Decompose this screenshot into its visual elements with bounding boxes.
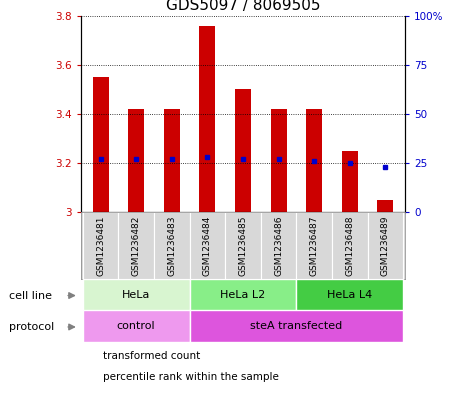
Bar	[189, 279, 297, 310]
Text: control: control	[117, 321, 156, 331]
Text: GSM1236489: GSM1236489	[381, 215, 390, 276]
Bar	[297, 279, 403, 310]
Bar	[306, 109, 322, 212]
Bar	[235, 90, 251, 212]
Bar	[261, 212, 297, 279]
Bar	[332, 212, 368, 279]
Bar	[342, 151, 358, 212]
Bar	[225, 212, 261, 279]
Text: cell line: cell line	[9, 290, 52, 301]
Text: GSM1236487: GSM1236487	[310, 215, 319, 276]
Text: HeLa L4: HeLa L4	[327, 290, 373, 300]
Bar	[270, 109, 287, 212]
Text: GSM1236488: GSM1236488	[345, 215, 354, 276]
Bar	[154, 212, 189, 279]
Title: GDS5097 / 8069505: GDS5097 / 8069505	[166, 0, 320, 13]
Bar	[118, 212, 154, 279]
Bar	[368, 212, 403, 279]
Text: GSM1236481: GSM1236481	[96, 215, 105, 276]
Bar	[93, 77, 108, 212]
Text: GSM1236482: GSM1236482	[132, 215, 141, 276]
Text: transformed count: transformed count	[104, 351, 201, 361]
Bar	[83, 279, 189, 310]
Bar	[189, 310, 403, 342]
Bar	[189, 212, 225, 279]
Text: HeLa: HeLa	[122, 290, 150, 300]
Bar	[83, 212, 118, 279]
Bar	[128, 109, 144, 212]
Bar	[199, 26, 216, 212]
Text: steA transfected: steA transfected	[250, 321, 342, 331]
Bar	[378, 200, 393, 212]
Bar	[83, 310, 189, 342]
Bar	[297, 212, 332, 279]
Text: GSM1236486: GSM1236486	[274, 215, 283, 276]
Text: GSM1236485: GSM1236485	[238, 215, 248, 276]
Bar	[164, 109, 180, 212]
Text: GSM1236483: GSM1236483	[167, 215, 176, 276]
Text: GSM1236484: GSM1236484	[203, 215, 212, 276]
Text: percentile rank within the sample: percentile rank within the sample	[104, 372, 279, 382]
Text: protocol: protocol	[9, 322, 54, 332]
Text: HeLa L2: HeLa L2	[220, 290, 266, 300]
